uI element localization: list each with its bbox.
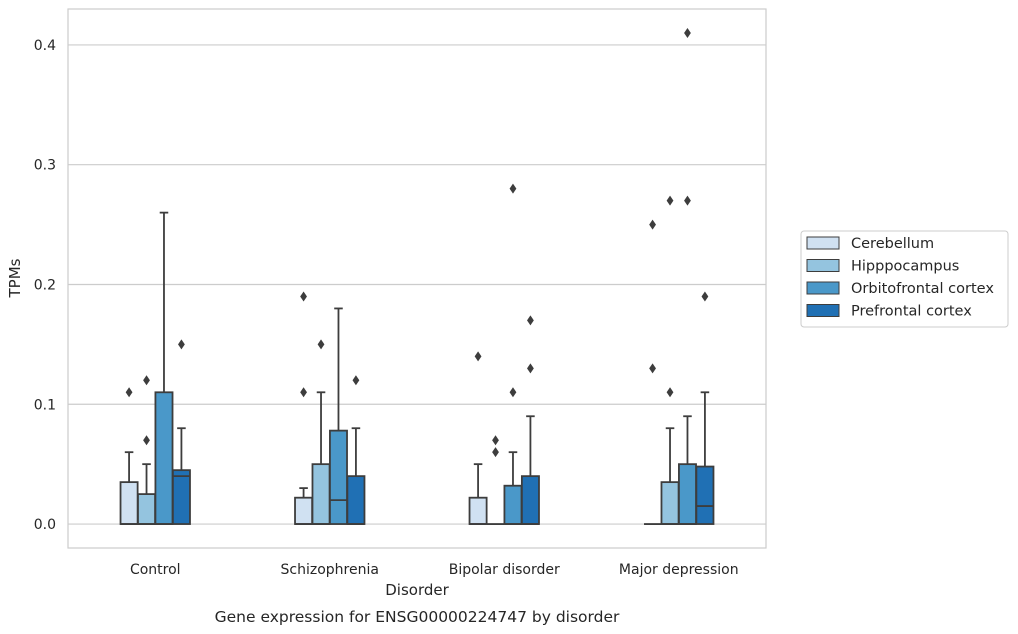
legend-swatch (806, 281, 840, 295)
box-group (311, 339, 331, 525)
y-tick-label: 0.2 (34, 277, 56, 293)
outlier-point (649, 363, 656, 374)
outlier-point (527, 315, 534, 326)
outlier-point (509, 183, 517, 194)
box-body (311, 463, 331, 525)
x-axis-label: Disorder (385, 581, 449, 599)
outlier-point (684, 27, 691, 38)
outlier-point (509, 387, 517, 398)
outlier-point (317, 339, 325, 350)
legend-label: Prefrontal cortex (851, 304, 972, 320)
outlier-point (143, 375, 150, 386)
outlier-point (125, 387, 133, 398)
outlier-point (492, 447, 499, 458)
box-group (137, 375, 156, 525)
box-group (660, 195, 680, 525)
outlier-point (300, 291, 307, 302)
outlier-point (701, 291, 709, 302)
chart-caption: Gene expression for ENSG00000224747 by d… (215, 608, 620, 626)
outlier-point (649, 219, 656, 230)
box-group (695, 291, 715, 525)
box-body (329, 429, 348, 525)
box-group (329, 307, 348, 525)
x-tick-label: Schizophrenia (281, 562, 379, 578)
box-body (660, 481, 680, 525)
box-group (119, 387, 139, 525)
y-tick-label: 0.1 (34, 397, 56, 413)
box-body (119, 481, 139, 525)
box-group (346, 375, 366, 525)
box-group (520, 315, 540, 525)
legend-label: Hipppocampus (851, 259, 959, 275)
outlier-point (143, 435, 150, 446)
outlier-point (666, 387, 674, 398)
outlier-point (492, 435, 499, 446)
box-group (294, 291, 314, 525)
box-group (171, 339, 191, 525)
box-body (678, 463, 697, 525)
box-body (346, 475, 366, 525)
legend-label: Orbitofrontal cortex (851, 281, 994, 297)
boxes (119, 27, 715, 525)
box-group (678, 27, 697, 525)
y-tick-label: 0.0 (34, 517, 56, 533)
box-group (468, 351, 488, 525)
outlier-point (527, 363, 534, 374)
y-tick-label: 0.3 (34, 158, 56, 174)
legend: Cerebellum Hipppocampus Orbitofrontal cort… (800, 230, 1009, 328)
box-body (468, 496, 488, 525)
legend-swatch (806, 259, 840, 272)
box-body (137, 493, 156, 525)
outlier-point (666, 195, 674, 206)
legend-swatch (806, 236, 840, 250)
y-tick-label: 0.4 (34, 38, 56, 54)
x-tick-labels: Control Schizophrenia Bipolar disorder Majo… (130, 562, 739, 578)
outlier-point (474, 351, 482, 362)
box-body (294, 496, 314, 525)
outlier-point (300, 387, 307, 398)
box-body (695, 465, 715, 525)
box-group (503, 183, 523, 525)
y-axis-label: TPMs (6, 258, 24, 298)
outlier-point (352, 375, 360, 386)
box-body (503, 484, 523, 525)
box-body (171, 469, 191, 525)
legend-label: Cerebellum (851, 236, 934, 252)
outlier-point (178, 339, 185, 350)
box-group (154, 211, 174, 525)
box-group (486, 435, 505, 525)
outlier-point (684, 195, 691, 206)
box-group (644, 219, 662, 525)
legend-swatch (806, 304, 840, 317)
x-tick-label: Major depression (619, 562, 739, 578)
box-body (154, 391, 174, 525)
plot-frame (67, 8, 767, 549)
x-tick-label: Bipolar disorder (449, 562, 560, 578)
y-tick-labels: 0.0 0.1 0.2 0.3 0.4 (34, 38, 56, 533)
x-tick-label: Control (130, 562, 181, 578)
box-body (520, 475, 540, 525)
legend-frame (800, 230, 1009, 328)
